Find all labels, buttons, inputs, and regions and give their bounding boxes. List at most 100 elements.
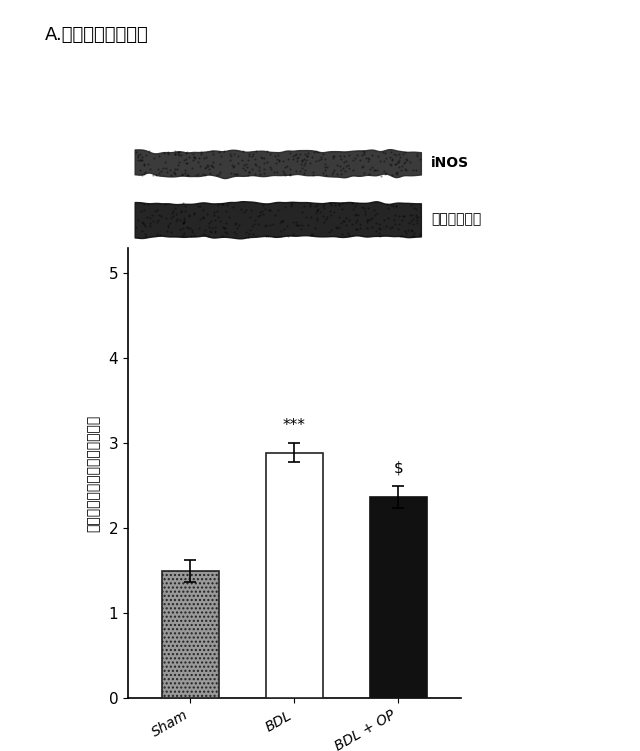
Point xyxy=(294,148,305,160)
Point xyxy=(357,149,367,161)
Point xyxy=(301,150,312,162)
Point xyxy=(189,151,199,163)
Point xyxy=(195,200,205,212)
Point xyxy=(170,145,180,157)
Point xyxy=(374,218,385,230)
Point xyxy=(259,167,269,179)
Point xyxy=(165,212,175,224)
Point xyxy=(179,217,189,229)
Point xyxy=(260,220,270,232)
Point xyxy=(287,152,298,164)
Point xyxy=(300,148,310,160)
Point xyxy=(286,200,296,212)
Point xyxy=(375,230,385,242)
Point xyxy=(344,229,355,241)
Point xyxy=(290,149,300,161)
Point xyxy=(338,215,348,227)
Point xyxy=(400,146,410,158)
Point xyxy=(265,219,275,231)
Point xyxy=(200,169,211,181)
Point xyxy=(196,146,206,158)
Point xyxy=(372,150,383,162)
Point xyxy=(351,223,361,235)
Point xyxy=(301,211,312,223)
Text: チューブリン: チューブリン xyxy=(431,213,481,227)
Point xyxy=(145,217,155,229)
Point xyxy=(379,165,389,177)
Point xyxy=(303,146,314,158)
Point xyxy=(227,161,237,173)
Point xyxy=(145,163,156,175)
Point xyxy=(319,216,329,228)
Point xyxy=(255,168,266,180)
Point xyxy=(239,207,249,219)
Point xyxy=(236,204,246,216)
Point xyxy=(177,149,187,161)
Point xyxy=(137,216,147,228)
Point xyxy=(237,162,248,174)
Point xyxy=(143,158,153,170)
Point xyxy=(182,157,192,169)
Point xyxy=(316,151,326,163)
Point xyxy=(269,149,280,161)
Point xyxy=(189,229,199,241)
Point xyxy=(198,204,208,216)
Point xyxy=(179,216,189,228)
Point xyxy=(334,211,344,223)
Point xyxy=(199,152,209,164)
Point xyxy=(217,198,227,210)
Point xyxy=(162,166,172,178)
Point xyxy=(266,204,276,216)
Point xyxy=(207,222,218,234)
Point xyxy=(236,155,246,167)
Point xyxy=(137,154,147,166)
Point xyxy=(401,163,411,175)
Point xyxy=(152,216,162,228)
Point xyxy=(322,161,332,173)
Point xyxy=(179,227,189,239)
Point xyxy=(186,224,196,236)
Point xyxy=(139,204,149,216)
Point xyxy=(400,156,410,168)
Point xyxy=(337,198,348,210)
Point xyxy=(380,214,390,226)
Point xyxy=(296,223,306,235)
Point xyxy=(412,147,422,159)
Point xyxy=(225,150,236,162)
Point xyxy=(394,219,404,231)
Point xyxy=(358,160,369,172)
Point xyxy=(385,158,396,170)
Point xyxy=(288,150,298,162)
Point xyxy=(314,154,324,166)
Point xyxy=(321,168,331,180)
Point xyxy=(182,169,192,181)
Point xyxy=(355,219,365,231)
Point xyxy=(412,211,422,223)
Point xyxy=(198,212,209,224)
Point xyxy=(255,210,266,222)
Point xyxy=(362,213,372,225)
Point xyxy=(182,221,193,233)
Point xyxy=(319,152,330,164)
Point xyxy=(272,152,282,164)
Point xyxy=(241,158,251,170)
Point xyxy=(358,146,369,158)
Point xyxy=(154,167,164,179)
Point xyxy=(294,165,305,177)
Point xyxy=(278,215,288,227)
Point xyxy=(243,169,253,181)
Point xyxy=(280,161,290,173)
Point xyxy=(147,215,157,227)
Point xyxy=(317,201,328,213)
Point xyxy=(412,149,422,161)
Point xyxy=(392,149,402,161)
Point xyxy=(275,230,285,242)
Point xyxy=(182,169,193,181)
Point xyxy=(378,155,388,167)
Point xyxy=(268,218,278,230)
Point xyxy=(221,227,232,239)
Point xyxy=(344,214,354,226)
Point xyxy=(170,149,180,161)
Point xyxy=(225,167,236,179)
Point xyxy=(387,153,397,165)
